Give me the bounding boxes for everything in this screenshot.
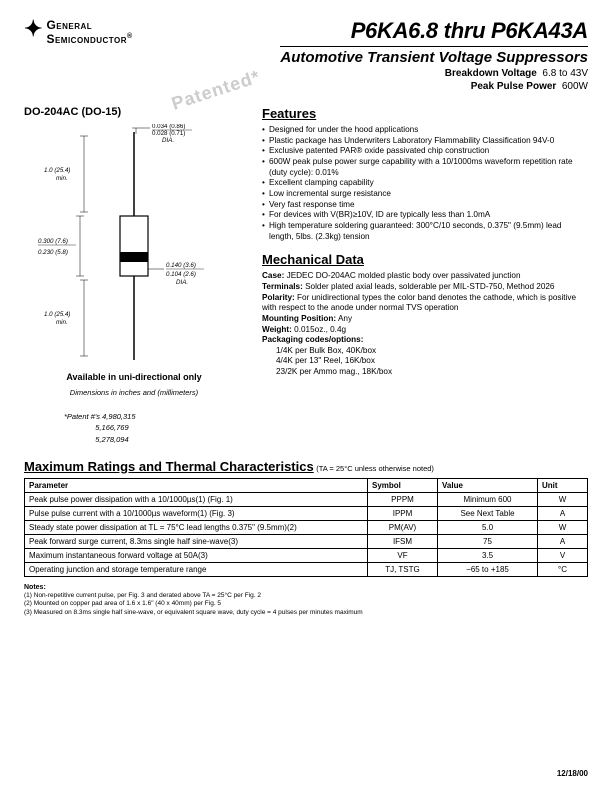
- part-range: P6KA6.8 thru P6KA43A: [280, 18, 588, 44]
- cell-symbol: PM(AV): [368, 520, 438, 534]
- table-row: Pulse pulse current with a 10/1000µs wav…: [25, 506, 588, 520]
- patent-numbers: *Patent #'s 4,980,315 5,166,769 5,278,09…: [64, 411, 244, 445]
- feature-item: High temperature soldering guaranteed: 3…: [262, 221, 588, 242]
- dim-len2-a: 1.0 (25.4): [44, 311, 70, 318]
- cell-param: Steady state power dissipation at TL = 7…: [25, 520, 368, 534]
- note-item: (2) Mounted on copper pad area of 1.6 x …: [24, 600, 588, 608]
- feature-item: Exclusive patented PAR® oxide passivated…: [262, 146, 588, 157]
- dim-len-a: 1.0 (25.4): [44, 167, 70, 174]
- cell-param: Peak pulse power dissipation with a 10/1…: [25, 492, 368, 506]
- dim-body-la: 0.300 (7.6): [38, 238, 68, 245]
- cell-value: 75: [438, 534, 538, 548]
- dim-body-db: 0.104 (2.6): [166, 271, 196, 278]
- dim-body-da: 0.140 (3.6): [166, 262, 196, 269]
- cell-symbol: PPPM: [368, 492, 438, 506]
- features-list: Designed for under the hood applications…: [262, 125, 588, 242]
- package-drawing: 0.034 (0.86) 0.028 (0.71) DIA. 1.0 (25.4…: [24, 124, 244, 364]
- notes-heading: Notes:: [24, 583, 588, 592]
- dim-body-lb: 0.230 (5.8): [38, 249, 68, 256]
- mech-mounting: Mounting Position: Any: [262, 314, 588, 325]
- cell-value: 3.5: [438, 548, 538, 562]
- mech-packaging: 1/4K per Bulk Box, 40K/box: [262, 346, 588, 357]
- ratings-condition: (TA = 25°C unless otherwise noted): [316, 464, 434, 473]
- package-name: DO-204AC (DO-15): [24, 106, 244, 118]
- cell-unit: V: [538, 548, 588, 562]
- cell-value: 5.0: [438, 520, 538, 534]
- features-heading: Features: [262, 106, 588, 121]
- table-header-row: Parameter Symbol Value Unit: [25, 478, 588, 492]
- mechanical-heading: Mechanical Data: [262, 252, 588, 267]
- feature-item: Very fast response time: [262, 200, 588, 211]
- col-parameter: Parameter: [25, 478, 368, 492]
- table-row: Peak forward surge current, 8.3ms single…: [25, 534, 588, 548]
- logo-glyph: ✦: [24, 18, 42, 40]
- max-ratings-section: Maximum Ratings and Thermal Characterist…: [24, 459, 588, 577]
- features-section: Features Designed for under the hood app…: [262, 106, 588, 242]
- feature-item: 600W peak pulse power surge capability w…: [262, 157, 588, 178]
- right-column: Features Designed for under the hood app…: [262, 106, 588, 445]
- cell-param: Maximum instantaneous forward voltage at…: [25, 548, 368, 562]
- availability: Available in uni-directional only: [24, 372, 244, 382]
- logo-line1: General: [46, 18, 132, 32]
- cell-unit: °C: [538, 562, 588, 576]
- ratings-table: Parameter Symbol Value Unit Peak pulse p…: [24, 478, 588, 577]
- mech-case: Case: JEDEC DO-204AC molded plastic body…: [262, 271, 588, 282]
- left-column: DO-204AC (DO-15) 0.034 (0.86) 0.028 (0.7…: [24, 106, 244, 445]
- cell-unit: A: [538, 534, 588, 548]
- cell-value: −65 to +185: [438, 562, 538, 576]
- dim-dia-top-c: DIA.: [162, 137, 174, 144]
- mech-packaging-label: Packaging codes/options:: [262, 335, 588, 346]
- header: ✦ General Semiconductor® P6KA6.8 thru P6…: [24, 18, 588, 92]
- dim-len-b: min.: [56, 175, 68, 182]
- col-unit: Unit: [538, 478, 588, 492]
- feature-item: Plastic package has Underwriters Laborat…: [262, 136, 588, 147]
- feature-item: Excellent clamping capability: [262, 178, 588, 189]
- cell-param: Peak forward surge current, 8.3ms single…: [25, 534, 368, 548]
- ratings-heading: Maximum Ratings and Thermal Characterist…: [24, 459, 314, 474]
- mech-packaging: 23/2K per Ammo mag., 18K/box: [262, 367, 588, 378]
- mech-polarity: Polarity: For unidirectional types the c…: [262, 293, 588, 314]
- cell-value: See Next Table: [438, 506, 538, 520]
- notes-section: Notes: (1) Non-repetitive current pulse,…: [24, 583, 588, 617]
- mech-terminals: Terminals: Solder plated axial leads, so…: [262, 282, 588, 293]
- mechanical-section: Mechanical Data Case: JEDEC DO-204AC mol…: [262, 252, 588, 378]
- subtitle: Automotive Transient Voltage Suppressors: [280, 46, 588, 66]
- logo: ✦ General Semiconductor®: [24, 18, 133, 46]
- revision-date: 12/18/00: [557, 769, 588, 778]
- cell-symbol: IPPM: [368, 506, 438, 520]
- logo-line2: Semiconductor®: [46, 32, 132, 46]
- dimensions-note: Dimensions in inches and (millimeters): [24, 388, 244, 397]
- breakdown-voltage: Breakdown Voltage 6.8 to 43V: [280, 68, 588, 79]
- mech-packaging: 4/4K per 13" Reel, 16K/box: [262, 356, 588, 367]
- table-row: Steady state power dissipation at TL = 7…: [25, 520, 588, 534]
- cell-unit: W: [538, 520, 588, 534]
- dim-len2-b: min.: [56, 319, 68, 326]
- cell-symbol: IFSM: [368, 534, 438, 548]
- cell-param: Pulse pulse current with a 10/1000µs wav…: [25, 506, 368, 520]
- main-columns: DO-204AC (DO-15) 0.034 (0.86) 0.028 (0.7…: [24, 106, 588, 445]
- feature-item: Designed for under the hood applications: [262, 125, 588, 136]
- col-value: Value: [438, 478, 538, 492]
- peak-pulse-power: Peak Pulse Power 600W: [280, 81, 588, 92]
- dim-body-dc: DIA.: [176, 279, 188, 286]
- dim-dia-top-b: 0.028 (0.71): [152, 130, 185, 137]
- cell-symbol: VF: [368, 548, 438, 562]
- note-item: (3) Measured on 8.3ms single half sine-w…: [24, 609, 588, 617]
- table-row: Operating junction and storage temperatu…: [25, 562, 588, 576]
- table-row: Maximum instantaneous forward voltage at…: [25, 548, 588, 562]
- mech-weight: Weight: 0.015oz., 0.4g: [262, 325, 588, 336]
- cell-symbol: TJ, TSTG: [368, 562, 438, 576]
- title-block: P6KA6.8 thru P6KA43A Automotive Transien…: [280, 18, 588, 92]
- cell-param: Operating junction and storage temperatu…: [25, 562, 368, 576]
- feature-item: Low incremental surge resistance: [262, 189, 588, 200]
- diode-icon: [0, 0, 52, 4]
- cell-unit: W: [538, 492, 588, 506]
- table-row: Peak pulse power dissipation with a 10/1…: [25, 492, 588, 506]
- col-symbol: Symbol: [368, 478, 438, 492]
- note-item: (1) Non-repetitive current pulse, per Fi…: [24, 592, 588, 600]
- cell-value: Minimum 600: [438, 492, 538, 506]
- feature-item: For devices with V(BR)≥10V, ID are typic…: [262, 210, 588, 221]
- cell-unit: A: [538, 506, 588, 520]
